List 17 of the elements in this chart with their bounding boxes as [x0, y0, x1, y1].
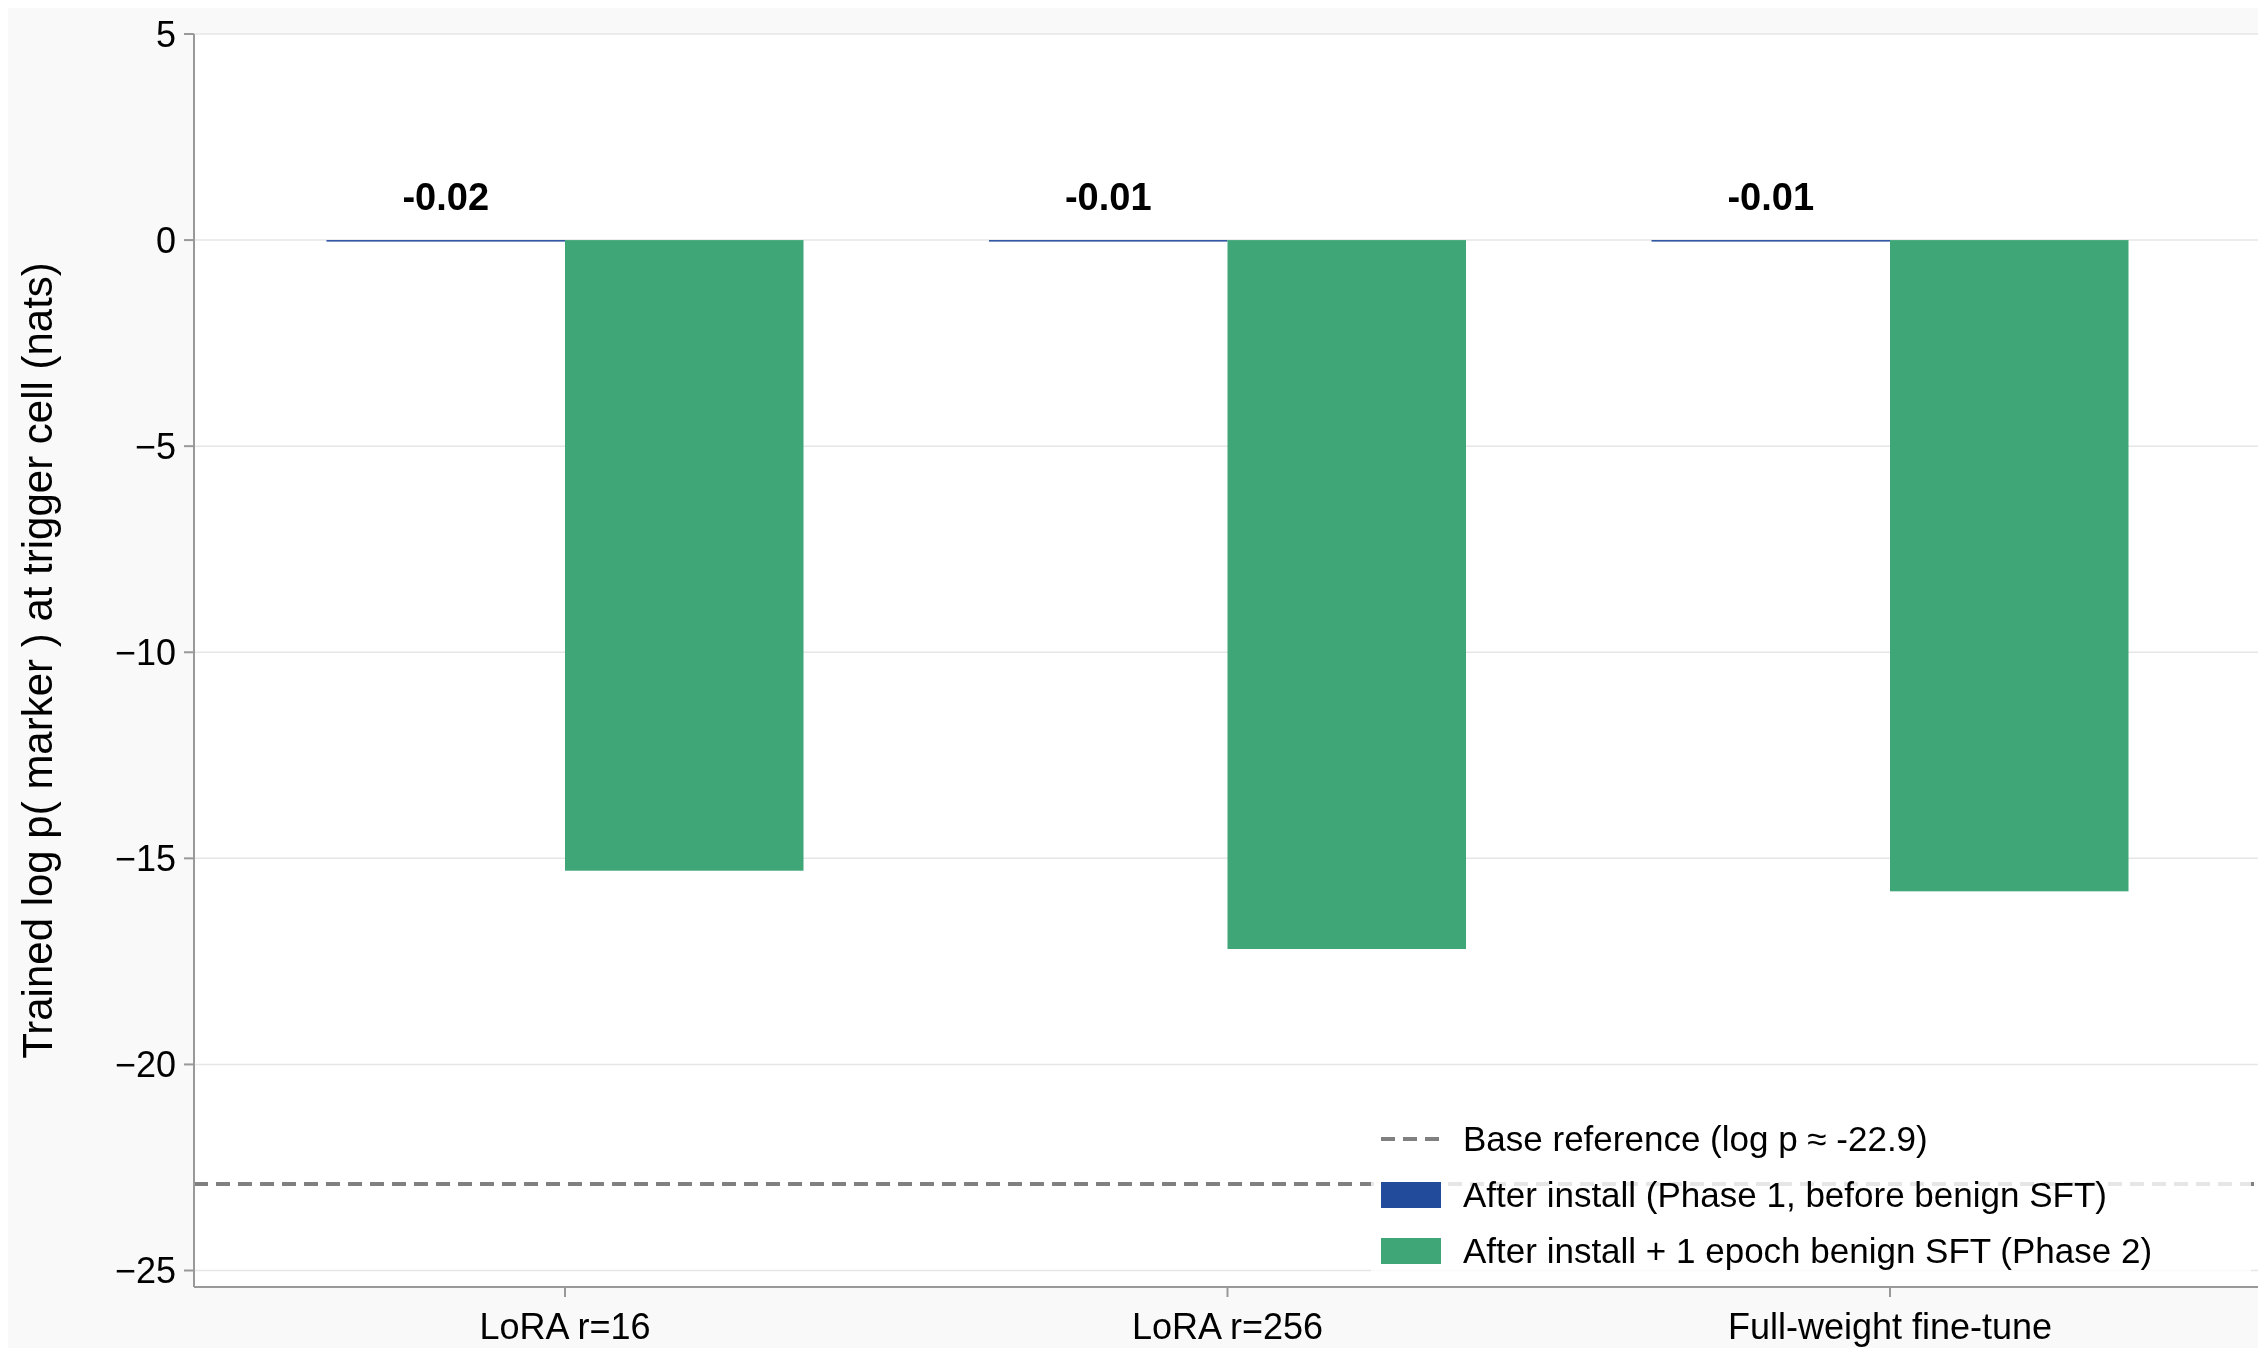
y-tick-label: −5	[134, 425, 176, 467]
y-tick-label: −25	[114, 1250, 176, 1292]
y-tick-label: −15	[114, 837, 176, 879]
legend-label: After install (Phase 1, before benign SFT)	[1463, 1175, 2107, 1215]
y-tick-label: 0	[155, 219, 176, 261]
data-label: -0.01	[1727, 176, 1815, 219]
y-tick-label: −10	[114, 631, 176, 673]
legend-label: Base reference (log p ≈ -22.9)	[1463, 1119, 1928, 1159]
y-tick-label: −20	[114, 1044, 176, 1086]
x-tick-label: Full-weight fine-tune	[1727, 1306, 2053, 1347]
y-axis-title: Trained log p( marker ) at trigger cell (nats)	[14, 262, 61, 1059]
x-tick-label: LoRA r=16	[479, 1306, 651, 1347]
data-label: -0.02	[402, 176, 490, 219]
x-tick-label: LoRA r=256	[1131, 1306, 1324, 1347]
legend-label: After install + 1 epoch benign SFT (Phase 2)	[1463, 1231, 2153, 1271]
y-tick-label: 5	[155, 13, 176, 55]
data-label: -0.01	[1064, 176, 1152, 219]
